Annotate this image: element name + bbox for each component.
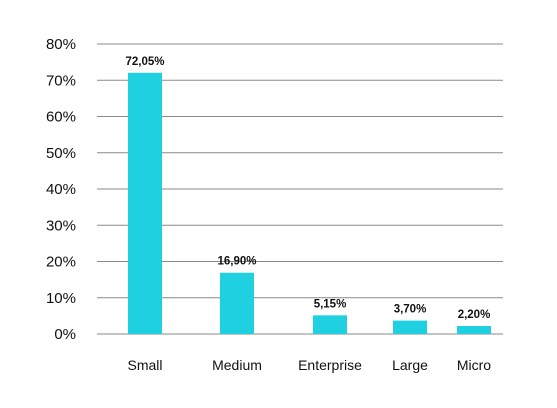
category-label-medium: Medium bbox=[212, 357, 262, 373]
y-tick-label: 50% bbox=[46, 145, 76, 162]
gridlines bbox=[97, 43, 503, 335]
data-label-micro: 2,20% bbox=[458, 309, 491, 321]
y-tick-label: 80% bbox=[46, 36, 76, 53]
bars bbox=[128, 72, 491, 334]
category-label-enterprise: Enterprise bbox=[298, 357, 362, 373]
category-label-small: Small bbox=[127, 357, 162, 373]
data-label-enterprise: 5,15% bbox=[314, 298, 347, 310]
category-label-large: Large bbox=[392, 357, 428, 373]
y-tick-label: 60% bbox=[46, 109, 76, 126]
data-label-medium: 16,90% bbox=[217, 256, 256, 268]
x-axis-category-labels: Small Medium Enterprise Large Micro bbox=[127, 357, 491, 373]
y-tick-label: 0% bbox=[54, 326, 76, 343]
y-tick-label: 20% bbox=[46, 254, 76, 271]
bar-micro bbox=[457, 326, 491, 334]
bar-enterprise bbox=[313, 315, 347, 334]
bar-medium bbox=[220, 272, 254, 334]
bar-small bbox=[128, 72, 162, 334]
y-tick-label: 30% bbox=[46, 217, 76, 234]
bar-large bbox=[393, 320, 427, 334]
data-labels: 72,05% 16,90% 5,15% 3,70% 2,20% bbox=[125, 56, 490, 321]
y-tick-label: 10% bbox=[46, 290, 76, 307]
y-tick-label: 40% bbox=[46, 181, 76, 198]
y-tick-label: 70% bbox=[46, 72, 76, 89]
category-label-micro: Micro bbox=[457, 357, 491, 373]
y-axis-tick-labels: 0% 10% 20% 30% 40% 50% 60% 70% 80% bbox=[46, 36, 76, 343]
data-label-large: 3,70% bbox=[394, 304, 427, 316]
data-label-small: 72,05% bbox=[125, 56, 164, 68]
